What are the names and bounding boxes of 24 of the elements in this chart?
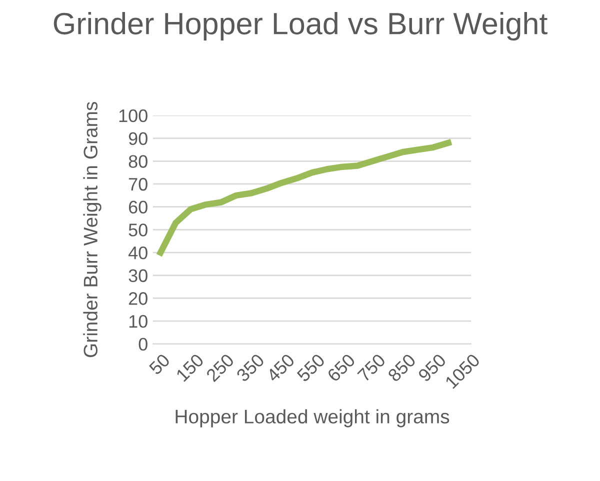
y-tick-label: 50 bbox=[128, 224, 148, 236]
x-tick-label: 650 bbox=[326, 353, 356, 382]
y-tick-label: 70 bbox=[128, 178, 148, 191]
x-tick-label: 750 bbox=[356, 353, 386, 382]
x-axis-title: Hopper Loaded weight in grams bbox=[176, 409, 450, 428]
x-tick-label: 850 bbox=[387, 353, 416, 382]
y-axis-title: Grinder Burr Weight in Grams bbox=[83, 102, 102, 358]
y-tick-label: 90 bbox=[128, 132, 148, 146]
y-tick-label: 10 bbox=[129, 315, 148, 328]
x-tick-label: 550 bbox=[296, 353, 326, 382]
x-tick-label: 950 bbox=[417, 353, 447, 382]
x-tick-label: 150 bbox=[176, 353, 204, 382]
x-tick-label: 450 bbox=[266, 353, 296, 383]
x-tick-label: 250 bbox=[206, 353, 235, 382]
y-tick-label: 40 bbox=[128, 246, 148, 260]
y-tick-label: 80 bbox=[128, 155, 148, 168]
y-tick-label: 20 bbox=[128, 292, 148, 305]
x-tick-label: 350 bbox=[236, 353, 266, 382]
y-tick-label: 0 bbox=[138, 338, 148, 351]
x-tick-label: 50 bbox=[148, 353, 171, 376]
y-tick-label: 100 bbox=[119, 109, 148, 122]
y-tick-label: 30 bbox=[128, 269, 148, 282]
chart-title: Grinder Hopper Load vs Burr Weight bbox=[54, 12, 548, 41]
y-tick-label: 60 bbox=[128, 200, 148, 214]
